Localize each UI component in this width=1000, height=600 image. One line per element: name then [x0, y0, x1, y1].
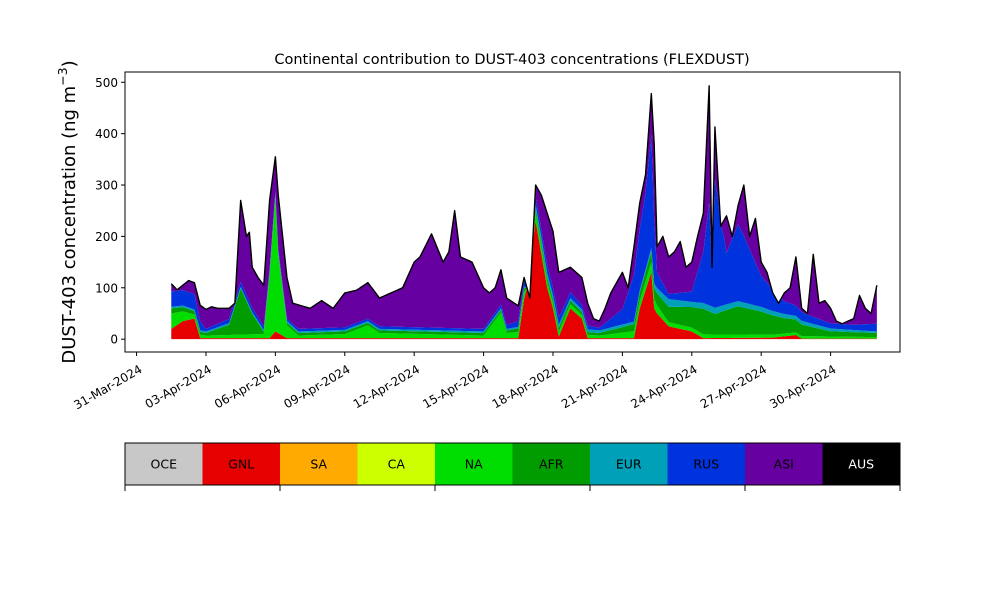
- legend-swatch-oce: [125, 443, 203, 485]
- y-tick-label: 200: [95, 230, 118, 244]
- legend-label-gnl: GNL: [228, 457, 254, 472]
- stacked-areas: [171, 85, 877, 340]
- legend-label-na: NA: [465, 457, 483, 472]
- legend-label-eur: EUR: [616, 457, 642, 472]
- y-tick-label: 100: [95, 281, 118, 295]
- y-axis-label-exponent: −3: [55, 67, 70, 85]
- legend-frame: [124, 442, 901, 486]
- x-tick-label: 15-Apr-2024: [420, 362, 491, 411]
- x-tick-label: 18-Apr-2024: [490, 362, 561, 411]
- x-axis: 31-Mar-202403-Apr-202406-Apr-202409-Apr-…: [71, 352, 838, 412]
- legend-label-asi: ASI: [774, 457, 794, 472]
- x-tick-label: 24-Apr-2024: [628, 362, 699, 411]
- legend-swatch-sa: [280, 443, 358, 485]
- plot-frame: [124, 71, 901, 353]
- area-gnl: [171, 220, 877, 340]
- x-tick-label: 27-Apr-2024: [698, 362, 769, 411]
- area-afr: [171, 195, 877, 338]
- y-tick-label: 400: [95, 127, 118, 141]
- y-axis: 0 100 200 300 400 500: [95, 76, 125, 347]
- total-line: [170, 85, 878, 325]
- x-tick-label: 03-Apr-2024: [143, 362, 214, 411]
- y-axis-label-main: DUST-403 concentration (ng m: [59, 86, 80, 364]
- x-tick-label: 31-Mar-2024: [71, 362, 144, 412]
- total-outline: [170, 85, 878, 325]
- legend-swatch-aus: [822, 443, 901, 485]
- y-tick-label: 300: [95, 179, 118, 193]
- chart-title: Continental contribution to DUST-403 con…: [274, 52, 749, 68]
- legend-swatch-asi: [745, 443, 823, 485]
- legend-swatch-na: [435, 443, 513, 485]
- legend-label-ca: CA: [388, 457, 406, 472]
- y-tick-label: 500: [95, 76, 118, 90]
- legend-label-oce: OCE: [151, 457, 178, 472]
- legend-label-afr: AFR: [539, 457, 564, 472]
- legend-label-rus: RUS: [693, 457, 719, 472]
- legend-label-sa: SA: [310, 457, 327, 472]
- y-tick-label: 0: [110, 333, 118, 347]
- area-rus: [171, 134, 877, 332]
- x-tick-label: 30-Apr-2024: [767, 362, 838, 411]
- x-tick-label: 21-Apr-2024: [559, 362, 630, 411]
- x-tick-label: 12-Apr-2024: [351, 362, 422, 411]
- legend-swatch-rus: [667, 443, 746, 485]
- legend-swatch-gnl: [202, 443, 281, 485]
- y-axis-label-close: ): [59, 60, 80, 67]
- legend: OCE GNL SA CA NA AFR EUR RUS ASI AUS: [124, 442, 901, 491]
- legend-label-aus: AUS: [848, 457, 874, 472]
- y-axis-label: DUST-403 concentration (ng m−3): [55, 60, 80, 363]
- legend-swatch-ca: [357, 443, 436, 485]
- x-tick-label: 09-Apr-2024: [281, 362, 352, 411]
- legend-swatch-eur: [590, 443, 668, 485]
- legend-swatch-afr: [512, 443, 591, 485]
- x-tick-label: 06-Apr-2024: [212, 362, 283, 411]
